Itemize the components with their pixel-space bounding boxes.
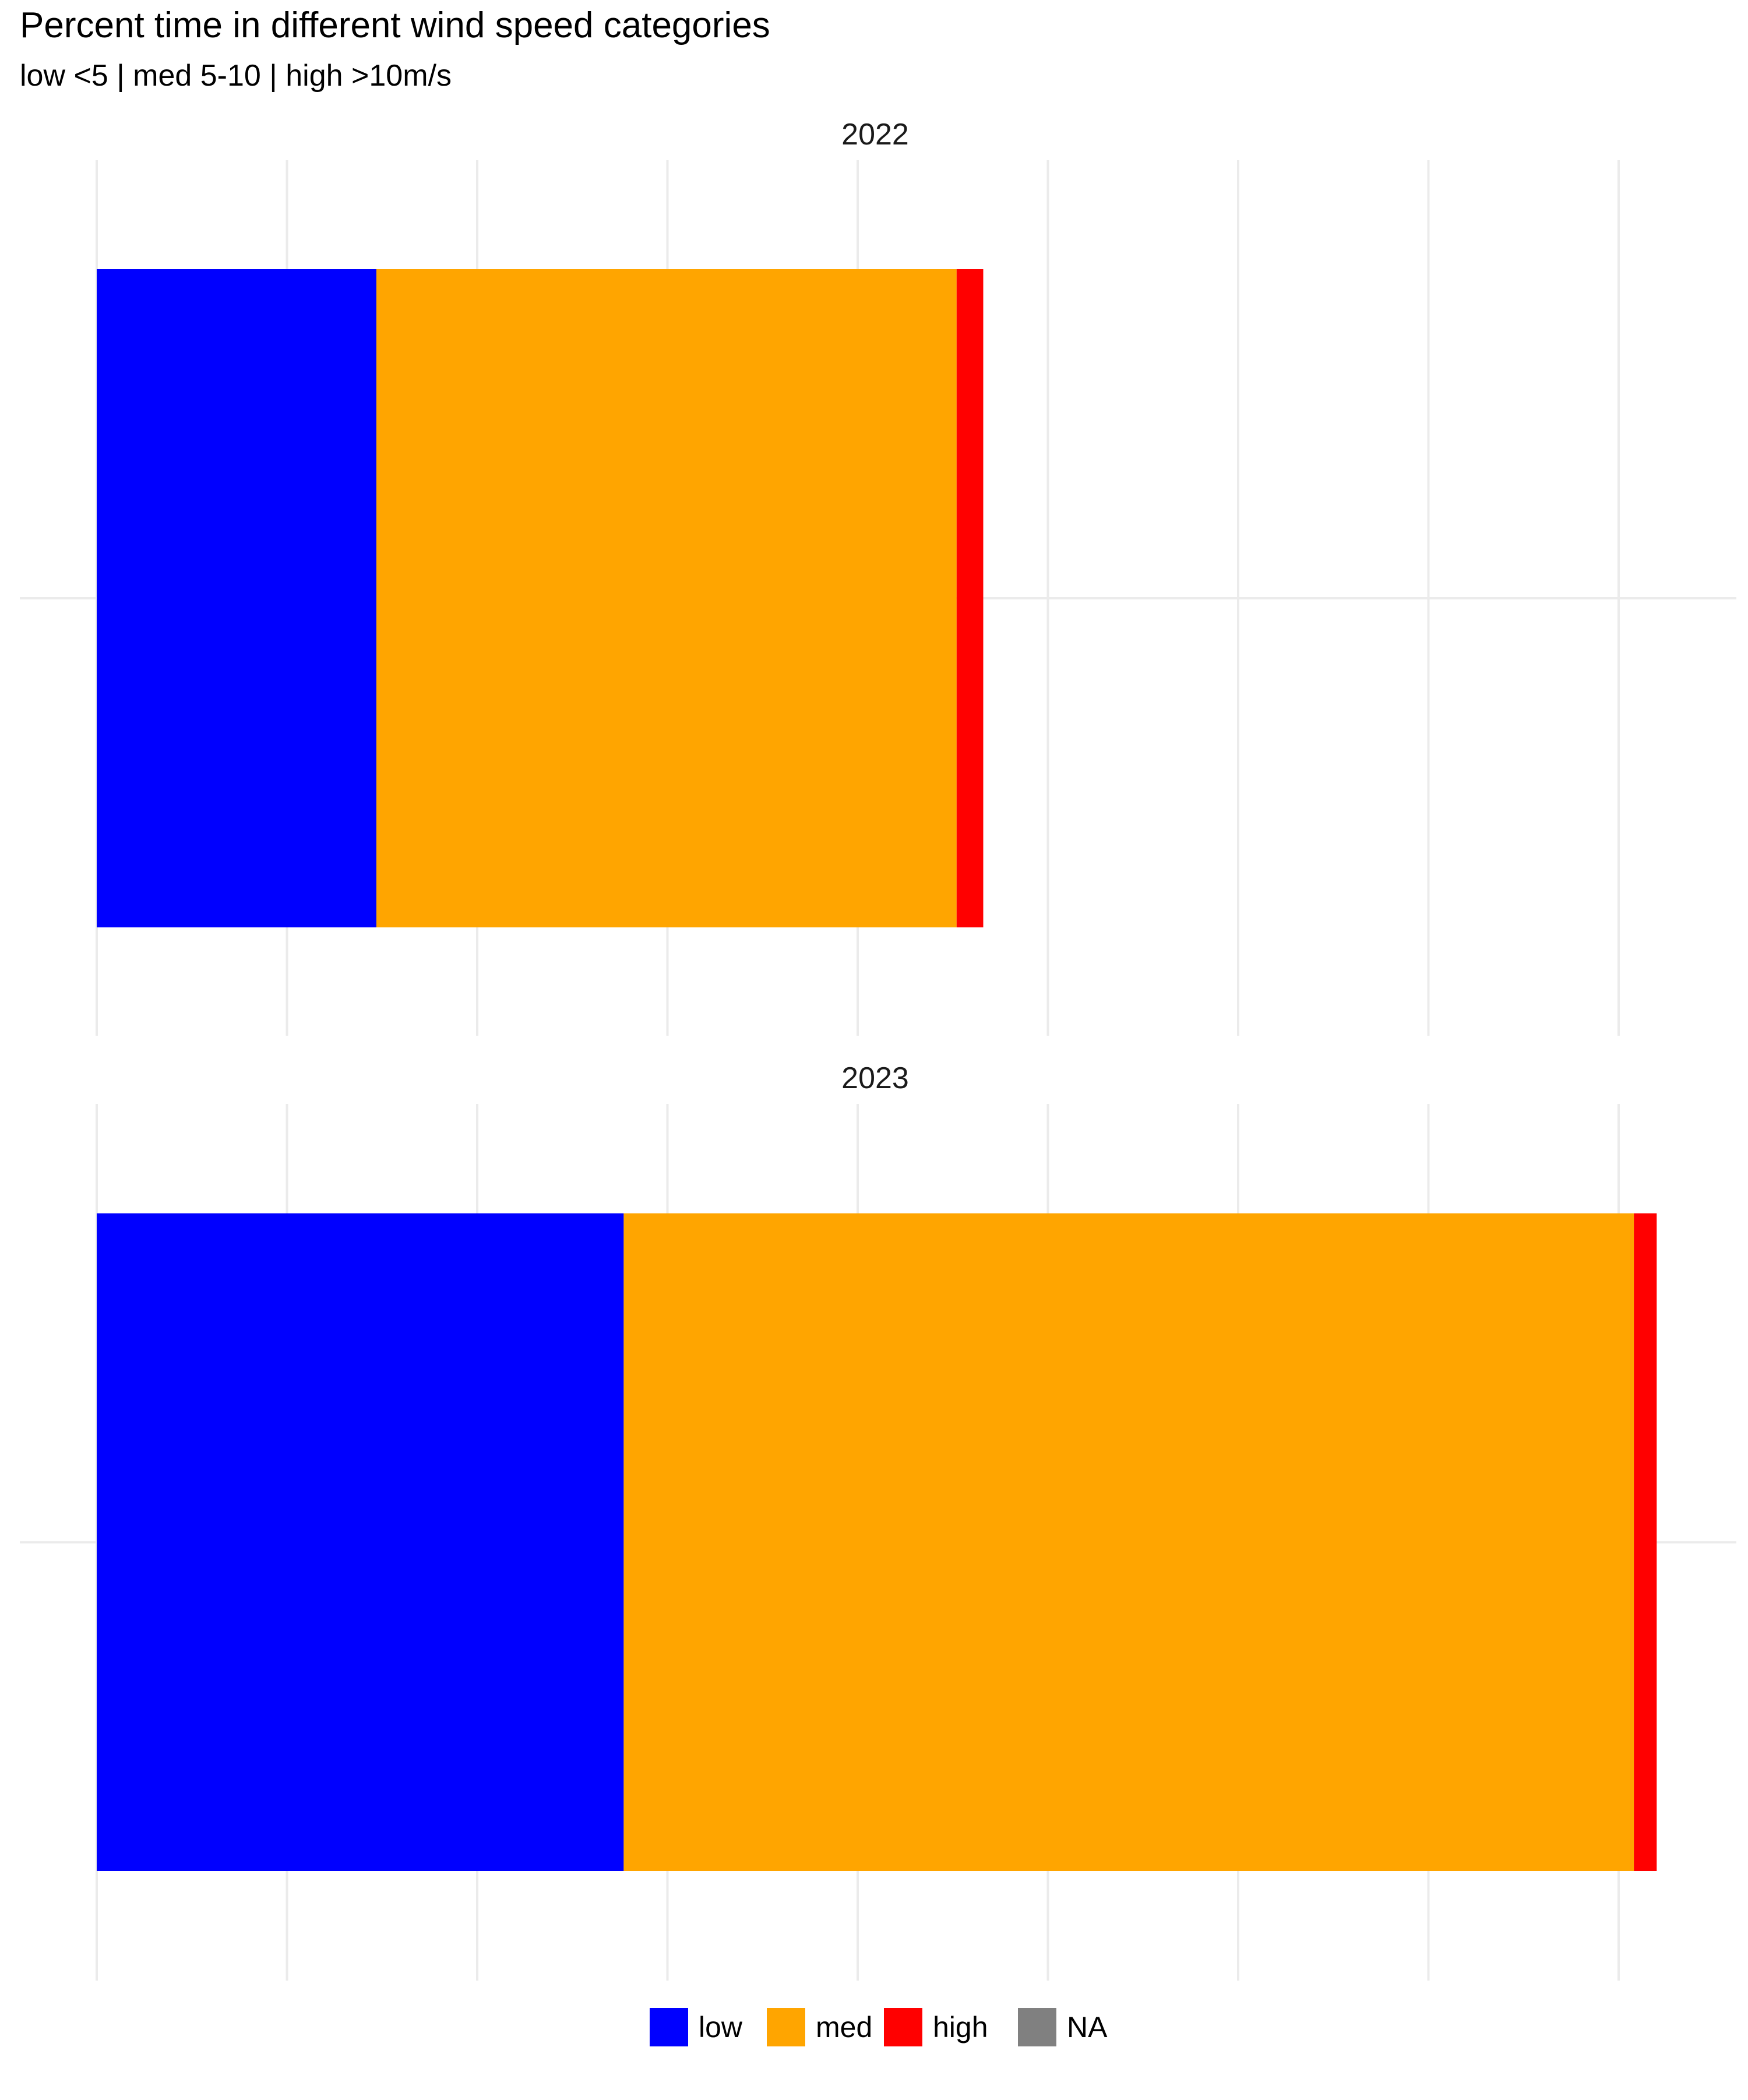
legend-swatch-high [884, 2008, 922, 2046]
legend: low med high NA [650, 2008, 1108, 2046]
legend-label-low: low [699, 2011, 743, 2043]
stacked-bar-2022 [97, 269, 984, 927]
bar-segment-low [97, 1213, 624, 1871]
bar-segment-high [1634, 1213, 1657, 1871]
chart-subtitle: low <5 | med 5-10 | high >10m/s [20, 59, 452, 93]
legend-swatch-low [650, 2008, 688, 2046]
bar-segment-high [956, 269, 984, 927]
bar-segment-med [623, 1213, 1634, 1871]
facet-label-2023: 2023 [841, 1061, 909, 1095]
legend-label-med: med [816, 2011, 872, 2043]
legend-label-na: NA [1067, 2011, 1108, 2043]
chart-title: Percent time in different wind speed cat… [20, 5, 770, 45]
legend-swatch-med [767, 2008, 805, 2046]
stacked-bar-2023 [97, 1213, 1657, 1871]
legend-swatch-na [1018, 2008, 1056, 2046]
facet-panel-2023: 2023 [20, 1061, 1736, 1981]
legend-label-high: high [933, 2011, 988, 2043]
facet-panel-2022: 2022 [20, 118, 1736, 1036]
facet-label-2022: 2022 [841, 118, 909, 151]
bar-segment-low [97, 269, 376, 927]
bar-segment-med [376, 269, 957, 927]
